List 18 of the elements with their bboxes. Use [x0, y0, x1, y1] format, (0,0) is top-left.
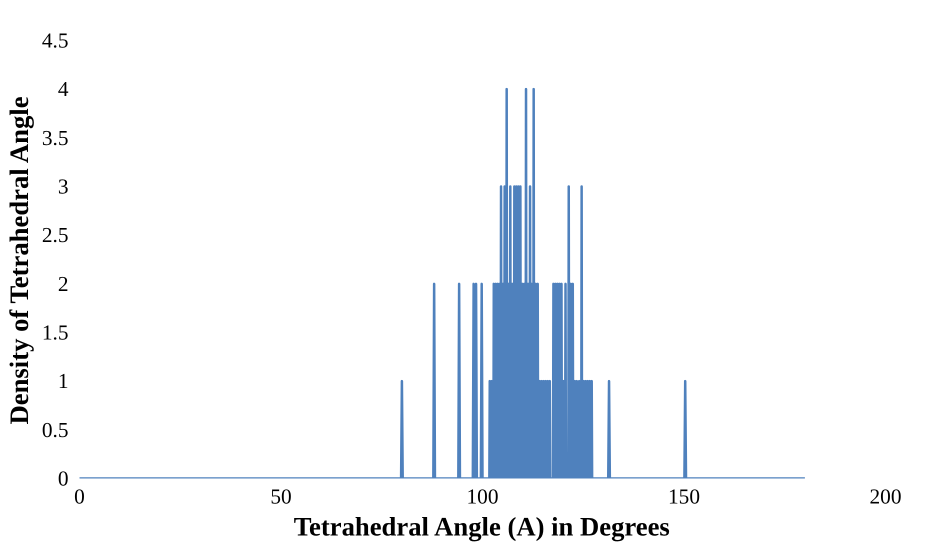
y-tick-label: 0.5 — [42, 418, 69, 442]
x-tick-label: 150 — [668, 484, 700, 508]
y-tick-label: 2.5 — [42, 223, 69, 248]
x-axis-title: Tetrahedral Angle (A) in Degrees — [294, 512, 670, 542]
y-tick-label: 2 — [58, 272, 69, 296]
y-tick-label: 4.5 — [42, 28, 69, 52]
x-tick-label: 50 — [270, 484, 292, 508]
x-tick-label: 200 — [870, 484, 902, 508]
y-tick-label: 3 — [58, 174, 69, 198]
y-tick-label: 1.5 — [42, 320, 69, 344]
x-tick-label: 100 — [466, 484, 499, 508]
x-tick-label: 0 — [74, 484, 85, 508]
y-axis-title: Density of Tetrahedral Angle — [4, 96, 34, 424]
y-tick-label: 4 — [58, 77, 69, 102]
line-series — [80, 88, 806, 478]
y-tick-label: 3.5 — [42, 126, 69, 150]
y-tick-label: 1 — [58, 369, 69, 394]
y-tick-label: 0 — [58, 466, 69, 490]
